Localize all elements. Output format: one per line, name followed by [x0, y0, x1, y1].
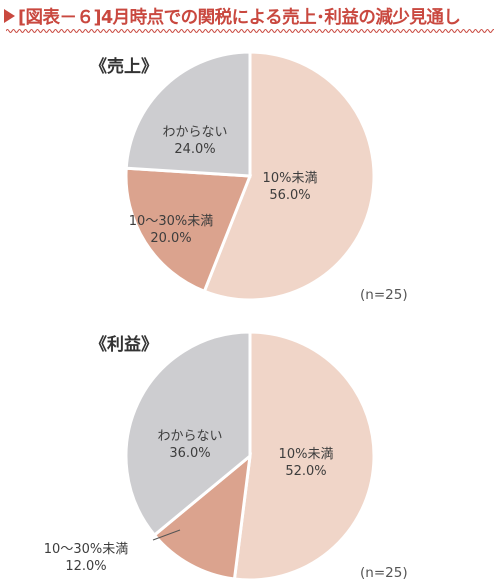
slice-category-label: 10%未満 [279, 447, 334, 462]
sales-section-title: 《売上》 [90, 57, 158, 77]
slice-category-label: わからない [157, 429, 222, 444]
profit-pie-chart: 10%未満 52.0% 10～30%未満 12.0% わからない 36.0% [44, 330, 376, 582]
pie-slice-sales-1 [202, 50, 376, 302]
slice-category-label: わからない [162, 125, 227, 140]
slice-category-label: 10～30%未満 [44, 542, 128, 557]
slice-value-label: 36.0% [169, 446, 210, 461]
profit-section-title: 《利益》 [90, 335, 158, 355]
profit-sample-size: (n=25) [360, 565, 408, 581]
pie-slice-profit-1 [232, 330, 376, 582]
sales-sample-size: (n=25) [360, 287, 408, 303]
figure-title: [図表－６]4月時点での関税による売上･利益の減少見通し [18, 7, 461, 28]
slice-value-label: 24.0% [174, 142, 215, 157]
slice-value-label: 56.0% [269, 188, 310, 203]
pie-slice-sales-3 [124, 50, 252, 178]
triangle-marker-icon [4, 9, 15, 23]
sales-pie-chart: 10%未満 56.0% 10～30%未満 20.0% わからない 24.0% [124, 50, 376, 302]
slice-category-label: 10%未満 [263, 171, 318, 186]
pie-slice-profit-3 [124, 330, 252, 538]
slice-category-label: 10～30%未満 [129, 214, 213, 229]
pie-slice-sales-2 [124, 166, 253, 294]
figure-title-row: [図表－６]4月時点での関税による売上･利益の減少見通し [4, 2, 498, 30]
title-wavy-underline [6, 29, 494, 33]
slice-value-label: 20.0% [150, 231, 191, 246]
slice-value-label: 52.0% [285, 464, 326, 479]
slice-value-label: 12.0% [65, 559, 106, 574]
leader-line [152, 529, 181, 541]
